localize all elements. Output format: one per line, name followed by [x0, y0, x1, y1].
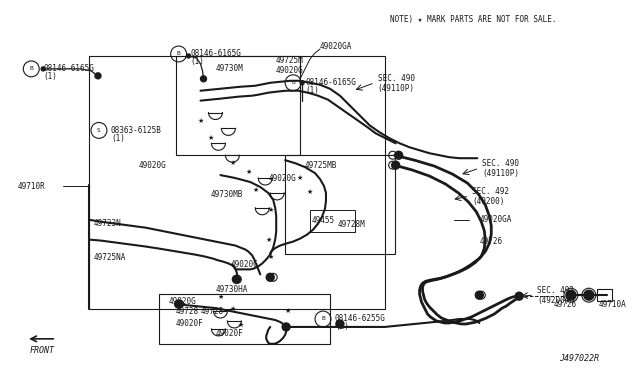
- Text: J497022R: J497022R: [559, 354, 599, 363]
- Text: ★: ★: [245, 169, 252, 175]
- Text: 49726: 49726: [479, 237, 502, 246]
- Text: 49730MB: 49730MB: [211, 190, 243, 199]
- Bar: [596, 289, 612, 301]
- Text: ★: ★: [297, 175, 303, 181]
- Text: (49110P): (49110P): [483, 169, 519, 177]
- Circle shape: [395, 151, 403, 159]
- Text: ★: ★: [229, 306, 236, 312]
- Text: ★: ★: [265, 237, 271, 243]
- Text: 49020GA: 49020GA: [320, 42, 353, 51]
- Text: NOTE) ★ MARK PARTS ARE NOT FOR SALE.: NOTE) ★ MARK PARTS ARE NOT FOR SALE.: [390, 15, 556, 24]
- Text: 49725M: 49725M: [275, 57, 303, 65]
- Text: (1): (1): [44, 72, 57, 81]
- Circle shape: [187, 54, 191, 58]
- Text: SEC. 490: SEC. 490: [378, 74, 415, 83]
- Text: ★: ★: [229, 160, 236, 166]
- Circle shape: [200, 76, 207, 82]
- Bar: [285, 155, 395, 254]
- Text: FRONT: FRONT: [29, 346, 54, 355]
- Text: 08146-6165G: 08146-6165G: [305, 78, 356, 87]
- Text: 08363-6125B: 08363-6125B: [111, 126, 162, 135]
- Text: 49020G: 49020G: [275, 66, 303, 76]
- Circle shape: [175, 300, 182, 308]
- Text: ★: ★: [197, 118, 204, 124]
- Text: (49200): (49200): [472, 198, 505, 206]
- Text: 49020F: 49020F: [175, 320, 204, 328]
- Text: 49455: 49455: [312, 216, 335, 225]
- Text: (2): (2): [335, 323, 349, 331]
- Text: ★: ★: [267, 254, 273, 260]
- Text: 49723N: 49723N: [94, 219, 122, 228]
- Text: (1): (1): [305, 86, 319, 95]
- Circle shape: [232, 275, 241, 283]
- Text: ★: ★: [237, 322, 243, 328]
- Text: 49730M: 49730M: [216, 64, 243, 73]
- Text: 49725NA: 49725NA: [94, 253, 126, 262]
- Circle shape: [266, 273, 274, 281]
- Text: 49730HA: 49730HA: [216, 285, 248, 294]
- Bar: [89, 56, 385, 309]
- Text: (1): (1): [111, 134, 125, 143]
- Text: ★: ★: [207, 135, 214, 141]
- Bar: [159, 294, 330, 344]
- Circle shape: [566, 290, 576, 300]
- Text: ★: ★: [307, 189, 313, 195]
- Text: 49020G: 49020G: [230, 260, 258, 269]
- Text: SEC. 492: SEC. 492: [472, 187, 509, 196]
- Bar: [310, 210, 355, 232]
- Text: 49710R: 49710R: [17, 182, 45, 190]
- Circle shape: [515, 292, 523, 300]
- Text: 49020GA: 49020GA: [479, 215, 512, 224]
- Text: 49020F: 49020F: [216, 329, 243, 339]
- Text: ★: ★: [252, 187, 259, 193]
- Text: (49110P): (49110P): [378, 84, 415, 93]
- Circle shape: [584, 290, 594, 300]
- Text: B: B: [29, 66, 33, 71]
- Text: 49728M: 49728M: [338, 220, 365, 229]
- Circle shape: [336, 320, 344, 328]
- Text: B: B: [177, 51, 180, 57]
- Circle shape: [392, 161, 399, 169]
- Circle shape: [300, 81, 304, 85]
- Text: (1): (1): [191, 57, 204, 67]
- Text: 49020G: 49020G: [268, 174, 296, 183]
- Text: 08146-6165G: 08146-6165G: [44, 64, 94, 73]
- Text: ★: ★: [285, 308, 291, 314]
- Text: B: B: [291, 80, 295, 85]
- Text: 49728: 49728: [200, 307, 223, 315]
- Text: ★: ★: [267, 207, 273, 213]
- Circle shape: [95, 73, 101, 79]
- Text: B: B: [321, 317, 325, 321]
- Text: 49020G: 49020G: [169, 296, 196, 306]
- Text: 49725MB: 49725MB: [305, 161, 337, 170]
- Text: 49020G: 49020G: [139, 161, 166, 170]
- Bar: [175, 56, 300, 155]
- Text: S: S: [97, 128, 101, 133]
- Text: ★: ★: [218, 294, 223, 300]
- Text: 08146-6165G: 08146-6165G: [191, 49, 241, 58]
- Text: SEC. 492: SEC. 492: [537, 286, 574, 295]
- Text: 49726: 49726: [554, 299, 577, 309]
- Circle shape: [282, 323, 290, 331]
- Text: (49200): (49200): [537, 296, 570, 305]
- Text: 49728: 49728: [175, 307, 199, 315]
- Text: 49710A: 49710A: [599, 299, 627, 309]
- Circle shape: [41, 67, 45, 71]
- Text: SEC. 490: SEC. 490: [483, 159, 519, 168]
- Circle shape: [476, 291, 483, 299]
- Text: 08146-6255G: 08146-6255G: [335, 314, 386, 324]
